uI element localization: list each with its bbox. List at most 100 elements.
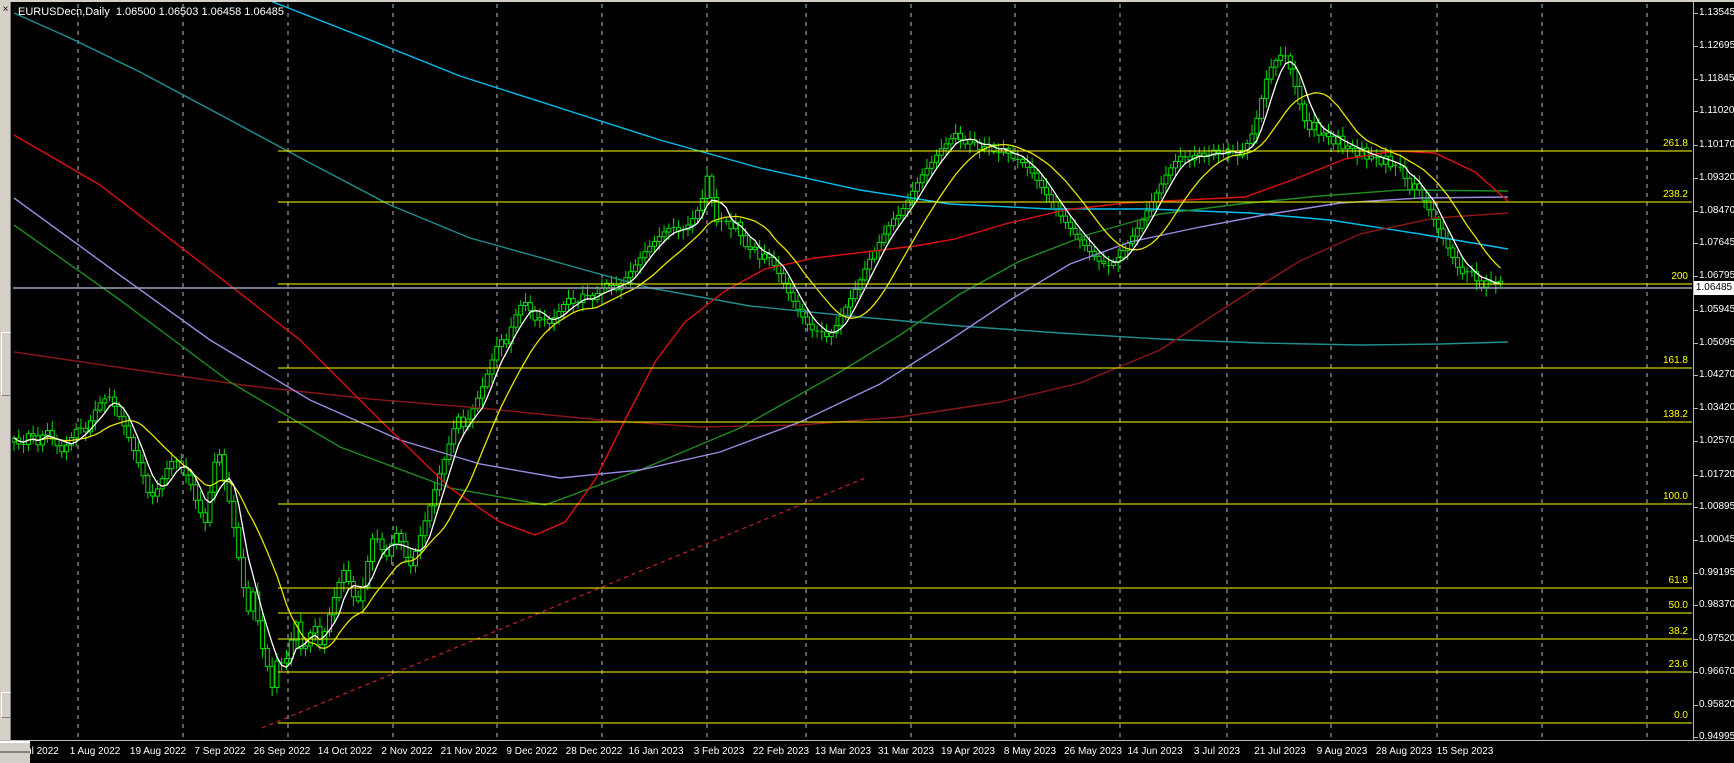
y-axis-label: 1.05095 [1699, 337, 1734, 348]
y-axis-tick [1694, 145, 1698, 146]
symbol-period-label: EURUSDecn,Daily [18, 6, 110, 18]
x-axis-label: 14 Jun 2023 [1127, 746, 1183, 757]
x-axis-label: 2 Nov 2022 [381, 746, 433, 757]
y-axis-label: 1.08470 [1699, 205, 1734, 216]
y-axis-tick [1694, 639, 1698, 640]
fib-label-61.8: 61.8 [1668, 575, 1688, 586]
y-axis-tick [1694, 310, 1698, 311]
y-axis-label: 1.03420 [1699, 402, 1734, 413]
x-axis-label: 19 Apr 2023 [941, 746, 995, 757]
window-top-border [0, 0, 1734, 2]
date-axis-pane: 13 Jul 2022 1 Aug 2022 19 Aug 2022 7 Sep 20… [0, 740, 1734, 763]
y-axis-label: 1.11845 [1699, 73, 1734, 84]
close-icon[interactable]: × [2, 4, 9, 15]
fib-label-261.8: 261.8 [1662, 138, 1688, 149]
fib-label-50.0: 50.0 [1668, 600, 1688, 611]
y-axis-tick [1694, 178, 1698, 179]
y-axis-label: 1.00045 [1699, 534, 1734, 545]
y-axis-label: 1.07645 [1699, 237, 1734, 248]
y-axis-label: 1.05945 [1699, 304, 1734, 315]
x-axis-label: 21 Jul 2023 [1254, 746, 1306, 757]
y-axis-tick [1694, 111, 1698, 112]
y-axis-tick [1694, 672, 1698, 673]
chart-plot-area[interactable]: EURUSDecn,Daily 1.06500 1.06503 1.06458 … [12, 2, 1693, 740]
ohlc-readout: 1.06500 1.06503 1.06458 1.06485 [115, 6, 285, 18]
y-axis-tick [1694, 276, 1698, 277]
x-axis-label: 7 Sep 2022 [194, 746, 246, 757]
y-axis-tick [1694, 408, 1698, 409]
left-toolbar-strip: × [0, 2, 11, 740]
fib-label-38.2: 38.2 [1668, 626, 1688, 637]
y-axis-label: 1.00895 [1699, 501, 1734, 512]
fib-label-200: 200 [1671, 271, 1688, 282]
y-axis-tick [1694, 475, 1698, 476]
bottom-left-corner-block [0, 741, 30, 763]
y-axis-tick [1694, 243, 1698, 244]
y-axis-tick [1694, 507, 1698, 508]
ma-maroon-slow [13, 212, 1509, 428]
fib-label-138.2: 138.2 [1662, 409, 1688, 420]
y-axis-label: 0.98370 [1699, 599, 1734, 610]
candlestick-chart-canvas[interactable] [12, 2, 1693, 740]
y-axis-label: 1.04270 [1699, 369, 1734, 380]
y-axis-tick [1694, 737, 1698, 738]
x-axis-label: 9 Dec 2022 [506, 746, 558, 757]
x-axis-label: 1 Aug 2022 [69, 746, 121, 757]
x-axis-label: 19 Aug 2022 [129, 746, 187, 757]
y-axis-label: 1.09320 [1699, 172, 1734, 183]
ma-white-fast [13, 60, 1501, 668]
x-axis-label: 9 Aug 2023 [1316, 746, 1368, 757]
chart-title: EURUSDecn,Daily 1.06500 1.06503 1.06458 … [18, 6, 284, 18]
ma-cyan [271, 2, 1509, 250]
x-axis-label: 14 Oct 2022 [317, 746, 373, 757]
x-axis-label: 16 Jan 2023 [628, 746, 684, 757]
x-axis-label: 3 Feb 2023 [693, 746, 745, 757]
y-axis-tick [1694, 79, 1698, 80]
ma-teal-slow [13, 12, 1509, 346]
x-axis-label: 26 Sep 2022 [253, 746, 311, 757]
x-axis-label: 31 Mar 2023 [877, 746, 935, 757]
y-axis-label: 0.94995 [1699, 731, 1734, 742]
fib-label-161.8: 161.8 [1662, 355, 1688, 366]
y-axis-label: 1.10170 [1699, 139, 1734, 150]
current-price-box: 1.06485 [1694, 281, 1734, 295]
candles [12, 46, 1504, 696]
y-axis-tick [1694, 375, 1698, 376]
x-axis-label: 28 Dec 2022 [565, 746, 623, 757]
y-axis-label: 0.95820 [1699, 699, 1734, 710]
x-axis-label: 13 Mar 2023 [814, 746, 872, 757]
x-axis-label: 22 Feb 2023 [752, 746, 810, 757]
ma-green-slow [13, 189, 1509, 506]
x-axis-label: 15 Sep 2023 [1436, 746, 1494, 757]
ma-violet-slow [13, 196, 1509, 479]
y-axis-label: 1.12695 [1699, 40, 1734, 51]
y-axis-tick [1694, 211, 1698, 212]
fib-label-23.6: 23.6 [1668, 659, 1688, 670]
y-axis-tick [1694, 13, 1698, 14]
x-axis-label: 21 Nov 2022 [440, 746, 498, 757]
y-axis-tick [1694, 343, 1698, 344]
y-axis-label: 1.11020 [1699, 105, 1734, 116]
y-axis-tick [1694, 573, 1698, 574]
left-scrollbar-stub[interactable] [1, 692, 11, 718]
x-axis-label: 8 May 2023 [1003, 746, 1057, 757]
ma-red-medium [13, 134, 1509, 536]
x-axis-label: 26 May 2023 [1064, 746, 1122, 757]
y-axis-tick [1694, 540, 1698, 541]
fib-label-238.2: 238.2 [1662, 189, 1688, 200]
x-axis-label: 28 Aug 2023 [1375, 746, 1433, 757]
y-axis-label: 1.01720 [1699, 469, 1734, 480]
left-scrollbar-thumb[interactable] [1, 332, 11, 396]
fib-label-0.0: 0.0 [1674, 710, 1688, 721]
y-axis-label: 1.13545 [1699, 7, 1734, 18]
trendline [261, 477, 866, 729]
y-axis-label: 1.06795 [1699, 270, 1734, 281]
y-axis-tick [1694, 605, 1698, 606]
price-axis-pane: 1.13545 1.12695 1.11845 1.11020 1.10170 1.093… [1693, 2, 1734, 742]
y-axis-label: 0.96670 [1699, 666, 1734, 677]
ma-yellow-fast [13, 92, 1502, 650]
x-axis-label: 13 Jul 2022 [7, 746, 59, 757]
y-axis-tick [1694, 705, 1698, 706]
y-axis-tick [1694, 46, 1698, 47]
